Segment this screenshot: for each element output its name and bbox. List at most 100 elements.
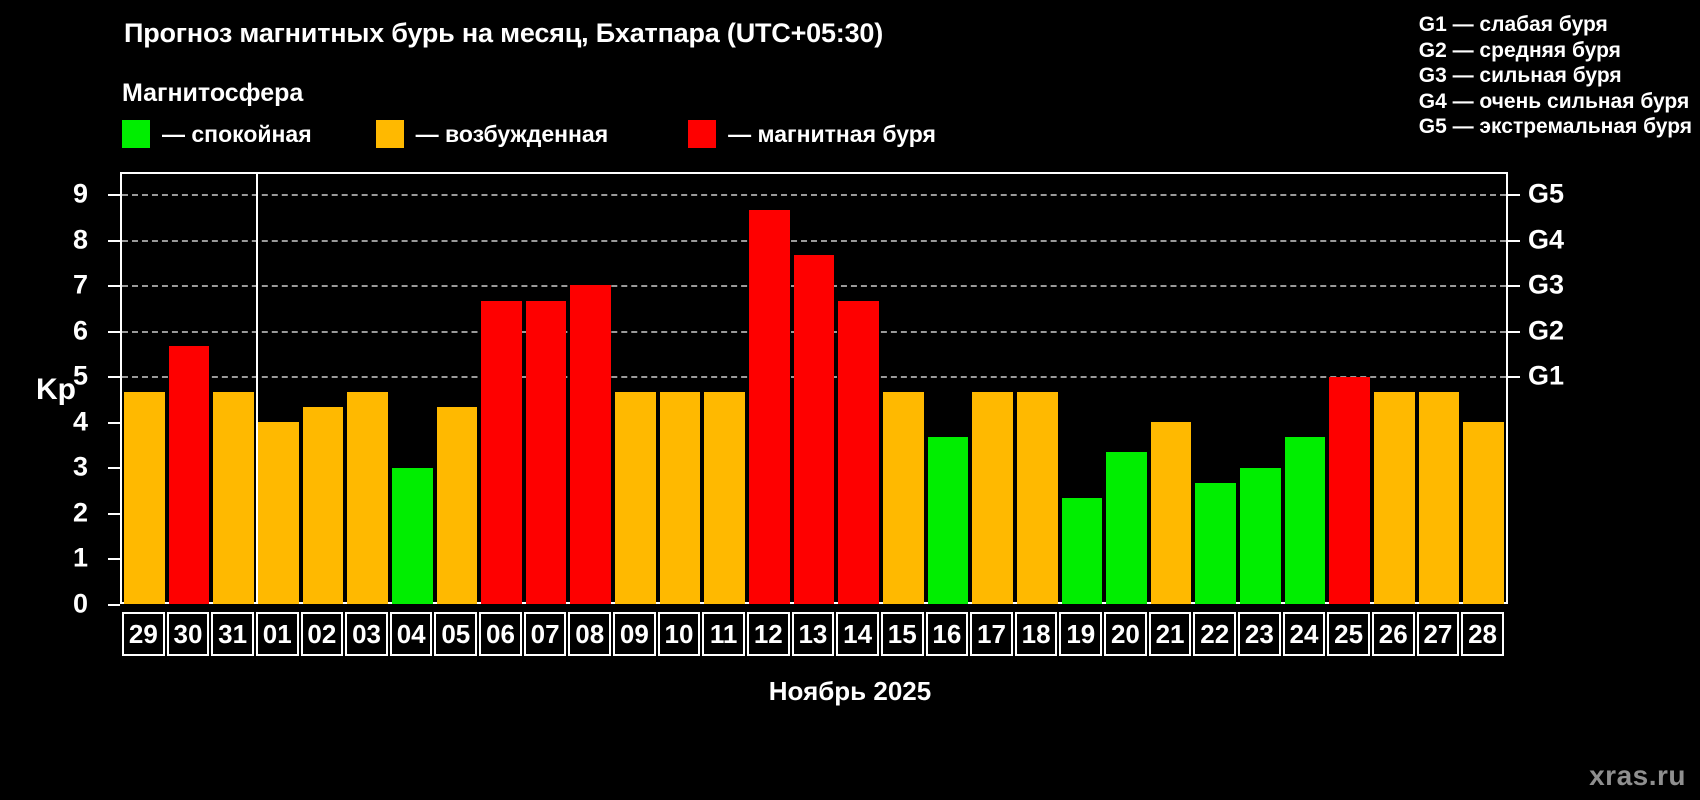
g-tick-mark <box>1508 285 1520 288</box>
bar <box>1418 391 1460 604</box>
bar <box>1061 497 1103 604</box>
date-label[interactable]: 10 <box>657 612 701 656</box>
bar <box>659 391 701 604</box>
bars-layer <box>122 174 1506 604</box>
bar <box>793 255 835 604</box>
bar <box>436 406 478 604</box>
gridline <box>122 194 1506 197</box>
gridline <box>122 239 1506 242</box>
g-tick-mark <box>1508 239 1520 242</box>
y-tick-label: 7 <box>72 269 88 300</box>
date-label[interactable]: 02 <box>300 612 344 656</box>
date-label[interactable]: 14 <box>836 612 879 656</box>
x-axis-label: Ноябрь 2025 <box>768 676 932 706</box>
y-tick-label: 0 <box>72 588 88 619</box>
bar <box>391 467 433 604</box>
y-tick-mark <box>108 376 120 379</box>
y-tick-label: 4 <box>72 406 88 437</box>
bar <box>1016 391 1058 604</box>
bar <box>927 437 969 604</box>
legend-color-swatch <box>375 120 404 148</box>
g-tick-mark <box>1508 194 1520 197</box>
date-label[interactable]: 11 <box>702 612 745 656</box>
month-separator-line <box>255 172 258 604</box>
date-label[interactable]: 21 <box>1148 612 1192 656</box>
bar <box>1195 482 1237 604</box>
date-label[interactable]: 05 <box>434 612 478 656</box>
date-label[interactable]: 30 <box>166 612 210 656</box>
g-scale-key-row: G4 — очень сильная буря <box>1418 89 1690 113</box>
date-label[interactable]: 16 <box>925 612 969 656</box>
date-label[interactable]: 18 <box>1014 612 1058 656</box>
bar <box>838 300 879 604</box>
y-tick-mark <box>108 421 120 424</box>
date-label[interactable]: 17 <box>970 612 1013 656</box>
date-label[interactable]: 12 <box>746 612 790 656</box>
date-label[interactable]: 09 <box>613 612 656 656</box>
bar <box>213 391 254 604</box>
date-label[interactable]: 29 <box>122 612 165 656</box>
watermark: xras.ru <box>1589 760 1686 791</box>
y-tick-label: 8 <box>72 224 88 255</box>
bar <box>1374 391 1415 604</box>
bar <box>704 391 746 604</box>
legend-color-swatch <box>122 120 150 148</box>
date-label[interactable]: 01 <box>255 612 299 656</box>
date-label[interactable]: 26 <box>1371 612 1415 656</box>
g-tick-mark <box>1508 376 1520 379</box>
bar <box>481 300 522 604</box>
date-label[interactable]: 04 <box>389 612 433 656</box>
magnetosphere-heading: Магнитосфера <box>122 79 304 107</box>
date-label[interactable]: 03 <box>345 612 388 656</box>
y-tick-label: 3 <box>72 451 88 482</box>
y-tick-label: 2 <box>72 497 88 528</box>
g-axis-label: G4 <box>1528 224 1565 255</box>
date-label[interactable]: 15 <box>880 612 924 656</box>
date-label[interactable]: 13 <box>791 612 835 656</box>
g-axis-label: G1 <box>1528 360 1565 391</box>
bar <box>168 346 210 604</box>
date-label[interactable]: 06 <box>479 612 522 656</box>
bar <box>1240 467 1281 604</box>
y-tick-mark <box>108 285 120 288</box>
date-label[interactable]: 07 <box>523 612 567 656</box>
y-tick-label: 6 <box>72 315 88 346</box>
g-scale-key-row: G5 — экстремальная буря <box>1418 115 1692 138</box>
page-title: Прогноз магнитных бурь на месяц, Бхатпар… <box>124 18 883 48</box>
date-label[interactable]: 22 <box>1193 612 1237 656</box>
bar <box>124 391 165 604</box>
bar <box>1329 376 1371 604</box>
legend-entry: — возбужденная <box>375 120 608 148</box>
date-label[interactable]: 31 <box>211 612 254 656</box>
y-axis-label: Kp <box>36 373 76 406</box>
y-tick-mark <box>108 604 120 606</box>
legend-entry: — магнитная буря <box>688 120 936 148</box>
g-axis-label: G3 <box>1528 269 1565 300</box>
date-label[interactable]: 25 <box>1327 612 1370 656</box>
date-label[interactable]: 20 <box>1104 612 1147 656</box>
bar <box>302 406 344 604</box>
y-tick-mark <box>108 558 120 561</box>
date-label[interactable]: 27 <box>1416 612 1460 656</box>
date-label[interactable]: 19 <box>1059 612 1103 656</box>
date-label[interactable]: 08 <box>568 612 612 656</box>
y-tick-mark <box>108 467 120 470</box>
legend-entry: — спокойная <box>122 120 312 148</box>
bar <box>749 209 790 604</box>
date-axis: 29 30 31 01 02 03 04 05 06 07 08 09 10 11 12 13 14 15 16 17… <box>122 612 1506 656</box>
bar <box>525 300 567 604</box>
g-tick-mark <box>1508 330 1520 333</box>
bar <box>1150 422 1192 604</box>
date-label[interactable]: 28 <box>1461 612 1504 656</box>
g-scale-key: G1 — слабая буря G2 — средняя буря G3 — си… <box>1419 12 1692 140</box>
bar <box>972 391 1013 604</box>
g-axis-label: G5 <box>1528 178 1565 209</box>
date-label[interactable]: 23 <box>1238 612 1281 656</box>
g-scale-key-row: G1 — слабая буря <box>1418 13 1608 36</box>
y-tick-label: 9 <box>72 178 88 209</box>
y-tick-mark <box>108 512 120 515</box>
date-label[interactable]: 24 <box>1282 612 1326 656</box>
bar <box>1463 422 1504 604</box>
bar <box>615 391 656 604</box>
